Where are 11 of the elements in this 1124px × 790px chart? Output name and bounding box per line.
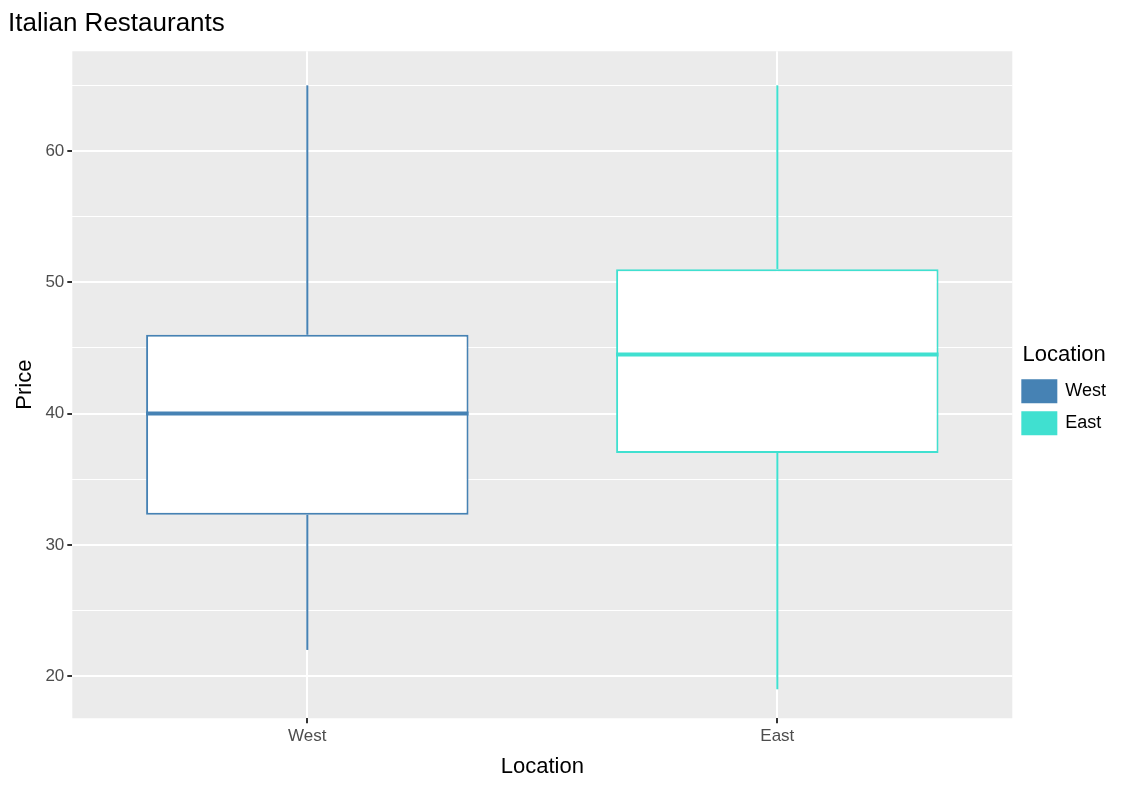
- y-tick-label: 20: [45, 665, 65, 685]
- legend-title: Location: [1022, 340, 1106, 366]
- legend-label: West: [1065, 380, 1107, 401]
- y-tick-label: 60: [45, 140, 65, 160]
- y-tick-label: 30: [45, 534, 65, 554]
- x-axis-title: Location: [500, 752, 584, 778]
- y-tick-label: 40: [45, 403, 65, 423]
- y-tick-label: 50: [45, 271, 65, 291]
- y-axis-title: Price: [11, 359, 37, 410]
- legend-label: East: [1065, 412, 1102, 433]
- chart-title: Italian Restaurants: [8, 6, 225, 37]
